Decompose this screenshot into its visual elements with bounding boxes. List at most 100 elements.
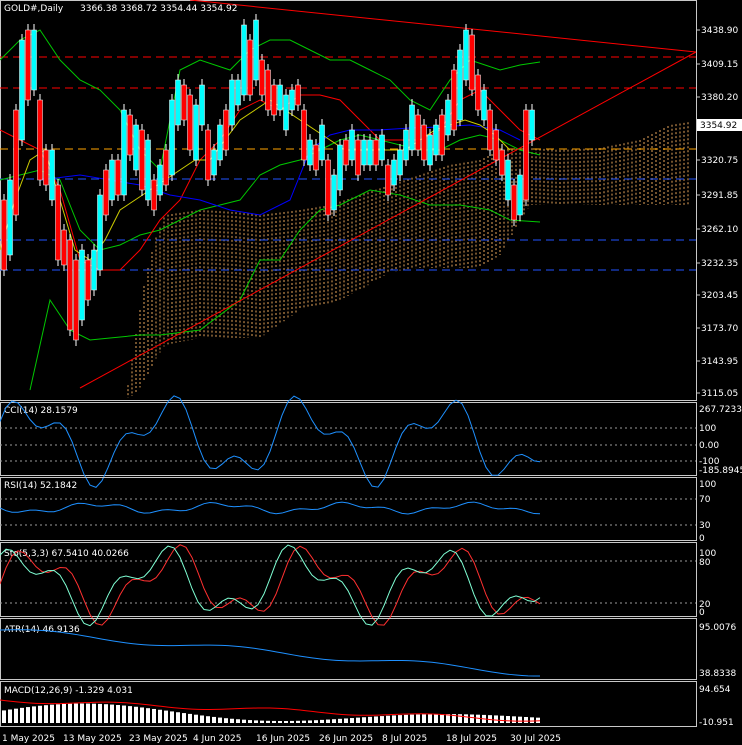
candle-body bbox=[445, 99, 451, 136]
candle-body bbox=[133, 124, 139, 171]
upper-band-line bbox=[0, 29, 541, 172]
rsi-tick-100: 100 bbox=[699, 480, 716, 490]
candle-body bbox=[403, 129, 409, 161]
macd-bar bbox=[320, 719, 324, 723]
candle-body bbox=[247, 39, 253, 96]
atr-tick-min: 38.8338 bbox=[699, 669, 736, 679]
candle-body bbox=[73, 259, 79, 341]
candle-body bbox=[229, 79, 235, 126]
candle-body bbox=[187, 94, 193, 151]
macd-bar bbox=[254, 720, 258, 723]
macd-bar bbox=[338, 718, 342, 723]
sto-tick-100: 100 bbox=[699, 549, 716, 559]
price-pane[interactable]: GOLD#,Daily 3366.38 3368.72 3354.44 3354… bbox=[0, 0, 742, 401]
macd-bar bbox=[332, 719, 336, 723]
macd-bar bbox=[20, 707, 24, 723]
candle-body bbox=[373, 139, 379, 166]
date-label-8: 18 Jul 2025 bbox=[446, 734, 497, 744]
macd-bar bbox=[38, 705, 42, 723]
macd-bar bbox=[524, 716, 528, 723]
candle-body bbox=[67, 239, 73, 331]
macd-bar bbox=[224, 718, 228, 723]
stochastic-label: Sto(5,3,3) 67.5410 40.0266 bbox=[4, 549, 129, 559]
sto-tick-80: 80 bbox=[699, 558, 711, 568]
macd-pane[interactable]: MACD(12,26,9) -1.329 4.031 94.654 -10.95… bbox=[0, 681, 734, 729]
macd-tick-min: -10.951 bbox=[699, 718, 734, 728]
candle-body bbox=[319, 124, 325, 161]
candle-body bbox=[469, 34, 475, 91]
stoch-main-series bbox=[0, 544, 541, 627]
lower-trend-line bbox=[79, 51, 697, 389]
macd-bar bbox=[218, 717, 222, 723]
date-label-1: 1 May 2025 bbox=[2, 734, 55, 744]
cci-pane[interactable]: CCI(14) 28.1579 267.7233 100 0.00 -100 -… bbox=[0, 395, 742, 488]
candle-body bbox=[223, 109, 229, 151]
price-tick-label: 3291.85 bbox=[701, 191, 738, 201]
candle-body bbox=[385, 164, 391, 196]
macd-bar bbox=[356, 717, 360, 723]
candle-body bbox=[217, 124, 223, 161]
macd-bar bbox=[164, 710, 168, 723]
price-tick-label: 3143.95 bbox=[701, 357, 738, 367]
upper-trend-line bbox=[189, 0, 697, 53]
candle-body bbox=[43, 149, 49, 186]
macd-bar bbox=[14, 708, 18, 723]
macd-bar bbox=[68, 703, 72, 723]
candle-body bbox=[451, 69, 457, 131]
macd-bar bbox=[344, 718, 348, 723]
candle-body bbox=[253, 19, 259, 81]
candle-body bbox=[175, 79, 181, 126]
candle-body bbox=[145, 139, 151, 201]
candle-body bbox=[301, 109, 307, 161]
macd-bar bbox=[206, 716, 210, 723]
macd-bar bbox=[476, 714, 480, 723]
rsi-line bbox=[0, 498, 696, 526]
date-label-5: 16 Jun 2025 bbox=[256, 734, 310, 744]
macd-bar bbox=[374, 716, 378, 723]
candle-body bbox=[283, 94, 289, 131]
rsi-series bbox=[0, 501, 541, 515]
candle-body bbox=[193, 104, 199, 161]
macd-bar bbox=[434, 714, 438, 723]
macd-bar bbox=[494, 715, 498, 723]
lower-band-line bbox=[29, 189, 541, 391]
candle-body bbox=[211, 149, 217, 176]
candlesticks bbox=[1, 14, 535, 346]
date-label-9: 30 Jul 2025 bbox=[510, 734, 561, 744]
candle-body bbox=[433, 124, 439, 156]
macd-bar bbox=[248, 720, 252, 723]
macd-bar bbox=[452, 714, 456, 723]
atr-pane[interactable]: ATR(14) 46.9136 95.0076 38.8338 bbox=[0, 618, 736, 680]
candle-body bbox=[517, 174, 523, 216]
candle-body bbox=[79, 249, 85, 321]
macd-bar bbox=[188, 713, 192, 723]
macd-bar bbox=[86, 703, 90, 723]
macd-bar bbox=[104, 704, 108, 723]
macd-bar bbox=[518, 716, 522, 723]
macd-bar bbox=[92, 703, 96, 723]
candle-body bbox=[85, 259, 91, 301]
price-tick-label: 3409.15 bbox=[701, 60, 738, 70]
price-tick-label: 3438.90 bbox=[701, 26, 738, 36]
macd-signal-series bbox=[0, 699, 541, 722]
rsi-pane[interactable]: RSI(14) 52.1842 100 70 30 0 bbox=[0, 477, 716, 545]
macd-bar bbox=[134, 706, 138, 723]
date-label-7: 8 Jul 2025 bbox=[382, 734, 427, 744]
cci-pane-border bbox=[0, 402, 697, 476]
candle-body bbox=[277, 84, 283, 111]
atr-pane-border bbox=[0, 618, 697, 680]
candle-body bbox=[523, 109, 529, 201]
ichimoku-cloud bbox=[127, 122, 689, 398]
candle-body bbox=[529, 109, 535, 141]
candle-body bbox=[475, 74, 481, 111]
candle-body bbox=[241, 24, 247, 96]
candle-body bbox=[31, 29, 37, 91]
macd-bar bbox=[422, 714, 426, 723]
date-label-2: 13 May 2025 bbox=[63, 734, 122, 744]
signal-line bbox=[0, 99, 511, 261]
rsi-tick-0: 0 bbox=[699, 534, 705, 544]
stochastic-pane[interactable]: Sto(5,3,3) 67.5410 40.0266 100 80 20 0 bbox=[0, 542, 716, 627]
candle-body bbox=[391, 159, 397, 186]
macd-bar bbox=[326, 719, 330, 723]
